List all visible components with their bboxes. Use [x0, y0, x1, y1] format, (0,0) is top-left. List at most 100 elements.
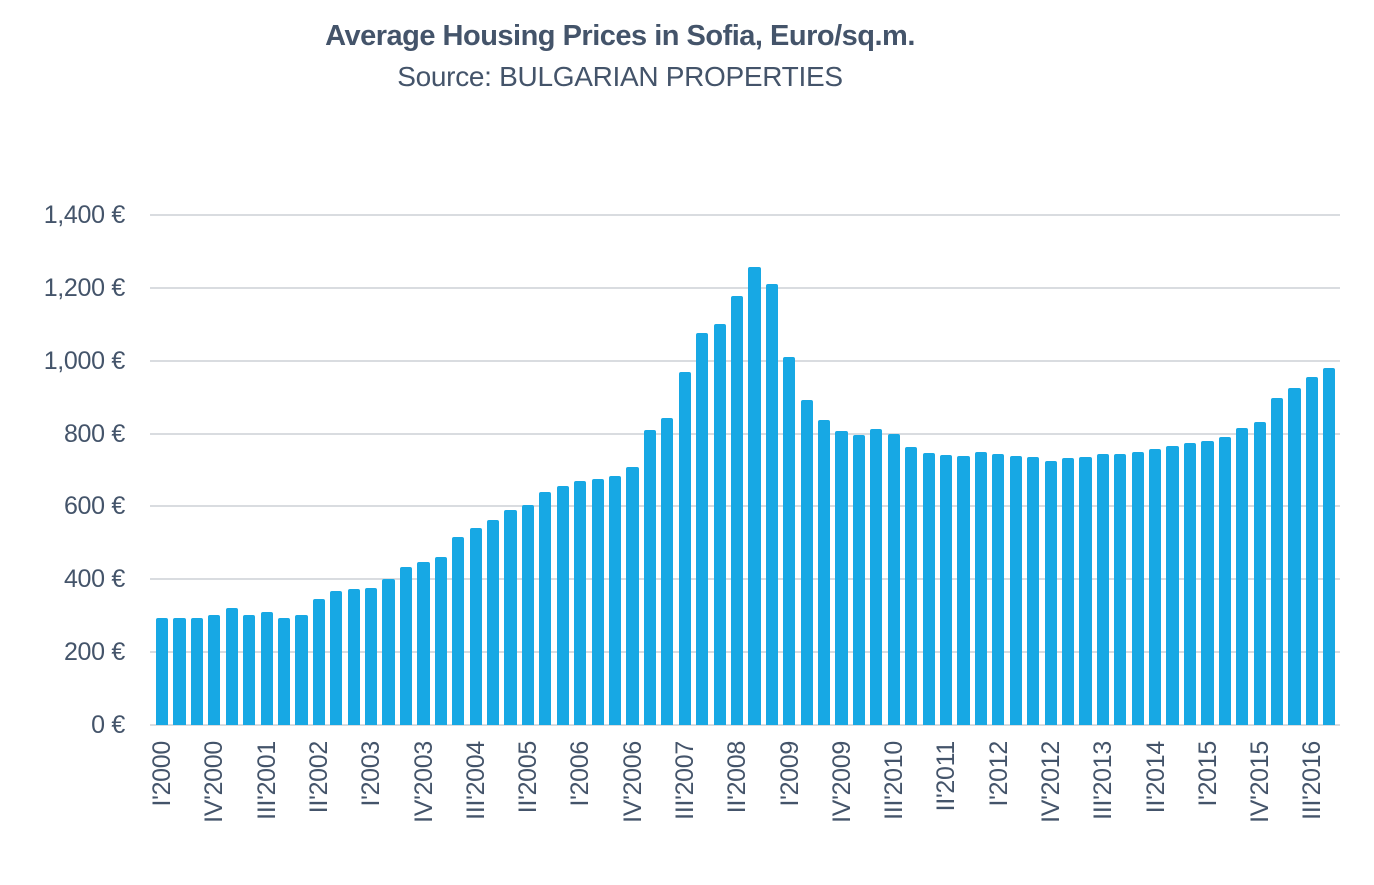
- x-tick-label-I'2015: I'2015: [1193, 741, 1222, 807]
- bar-III'2015: [1236, 427, 1249, 725]
- x-tick-label-III'2001: III'2001: [252, 741, 281, 820]
- bar-III'2005: [539, 491, 552, 725]
- bar-II'2007: [661, 418, 674, 725]
- x-tick-label-IV'2012: IV'2012: [1037, 741, 1066, 823]
- bar-III'2006: [608, 476, 622, 725]
- x-tick-label-I'2000: I'2000: [148, 741, 177, 807]
- bar-II'2011: [939, 455, 953, 725]
- bar-II'2012: [1009, 456, 1022, 725]
- gridline-1000: [150, 359, 1340, 362]
- x-tick-label-I'2009: I'2009: [775, 741, 804, 807]
- x-tick-label-II'2014: II'2014: [1141, 741, 1170, 814]
- bar-I'2001: [225, 607, 238, 725]
- bar-IV'2001: [277, 617, 291, 725]
- bar-III'2009: [818, 420, 831, 725]
- bar-series: [156, 215, 1336, 725]
- bar-II'2008: [730, 296, 744, 725]
- bar-IV'2003: [417, 561, 430, 725]
- plot-area: [150, 214, 1340, 726]
- bar-III'2011: [957, 456, 970, 725]
- bar-I'2013: [1061, 458, 1075, 725]
- bar-IV'2006: [626, 466, 639, 725]
- bar-III'2002: [330, 591, 343, 725]
- bar-III'2000: [190, 617, 204, 725]
- bar-IV'2016: [1323, 368, 1336, 725]
- bar-I'2000: [156, 617, 169, 725]
- x-tick-label-III'2010: III'2010: [880, 741, 909, 820]
- chart-subtitle: Source: BULGARIAN PROPERTIES: [397, 61, 843, 92]
- bar-II'2003: [382, 578, 395, 725]
- bar-II'2015: [1218, 436, 1231, 725]
- bar-I'2005: [504, 509, 517, 725]
- bar-II'2004: [452, 537, 465, 725]
- gridline-1400: [150, 214, 1340, 216]
- bar-IV'2009: [835, 430, 848, 725]
- bar-II'2000: [173, 617, 186, 725]
- gridline-800: [150, 432, 1340, 435]
- y-tick-label-1400: 1,400 €: [43, 201, 126, 229]
- bar-I'2011: [922, 452, 935, 725]
- bar-IV'2005: [556, 486, 569, 725]
- bar-IV'2002: [347, 589, 360, 725]
- x-tick-label-II'2008: II'2008: [723, 741, 752, 814]
- bar-I'2015: [1201, 440, 1214, 725]
- gridline-0: [150, 724, 1340, 726]
- bar-I'2016: [1271, 397, 1284, 725]
- bar-I'2014: [1131, 451, 1144, 725]
- x-tick-label-I'2003: I'2003: [357, 741, 386, 807]
- bar-III'2003: [399, 566, 413, 725]
- bar-II'2016: [1288, 387, 1301, 725]
- bar-III'2013: [1096, 454, 1109, 725]
- bar-I'2010: [852, 435, 866, 725]
- bar-II'2001: [243, 615, 256, 725]
- bar-III'2008: [748, 266, 761, 725]
- bar-III'2001: [260, 612, 273, 725]
- y-tick-label-0: 0 €: [91, 711, 125, 739]
- bar-IV'2011: [974, 451, 988, 725]
- bar-I'2004: [434, 557, 447, 725]
- x-tick-label-I'2012: I'2012: [984, 741, 1013, 807]
- bar-III'2010: [887, 433, 900, 725]
- bar-I'2009: [783, 357, 796, 725]
- bar-IV'2015: [1253, 421, 1266, 725]
- x-tick-label-III'2016: III'2016: [1298, 741, 1327, 820]
- bar-III'2014: [1166, 445, 1179, 725]
- x-tick-label-III'2007: III'2007: [670, 741, 699, 820]
- y-tick-label-1000: 1,000 €: [43, 346, 126, 375]
- x-tick-label-II'2002: II'2002: [304, 741, 333, 814]
- bar-IV'2007: [696, 333, 709, 725]
- x-tick-label-IV'2003: IV'2003: [409, 741, 438, 823]
- bar-IV'2010: [905, 446, 918, 725]
- y-tick-label-600: 600 €: [63, 492, 125, 521]
- bar-III'2004: [469, 527, 482, 725]
- bar-IV'2013: [1114, 453, 1127, 725]
- bar-II'2013: [1079, 456, 1092, 725]
- bar-III'2007: [678, 372, 691, 725]
- x-tick-label-I'2006: I'2006: [566, 741, 595, 807]
- bar-III'2016: [1305, 376, 1319, 725]
- bar-I'2008: [713, 324, 726, 725]
- gridline-1200: [150, 286, 1340, 289]
- y-tick-label-1200: 1,200 €: [43, 273, 126, 302]
- y-tick-label-200: 200 €: [63, 638, 125, 667]
- bar-IV'2012: [1044, 460, 1057, 725]
- bar-II'2009: [800, 400, 813, 725]
- bar-I'2002: [295, 615, 308, 725]
- bar-II'2006: [591, 479, 604, 725]
- bar-I'2006: [574, 480, 587, 725]
- gridline-400: [150, 578, 1340, 581]
- bar-I'2007: [643, 429, 656, 725]
- bar-I'2012: [992, 454, 1005, 725]
- bar-I'2003: [365, 588, 378, 725]
- x-tick-label-III'2013: III'2013: [1089, 741, 1118, 820]
- bar-IV'2008: [765, 283, 778, 725]
- bar-II'2005: [521, 504, 535, 725]
- bar-IV'2000: [208, 615, 221, 725]
- x-tick-label-II'2005: II'2005: [514, 741, 543, 814]
- x-tick-label-IV'2006: IV'2006: [618, 741, 647, 823]
- bar-II'2014: [1149, 448, 1162, 725]
- y-tick-label-400: 400 €: [63, 565, 125, 594]
- y-tick-label-800: 800 €: [63, 419, 125, 448]
- bar-IV'2014: [1183, 443, 1197, 725]
